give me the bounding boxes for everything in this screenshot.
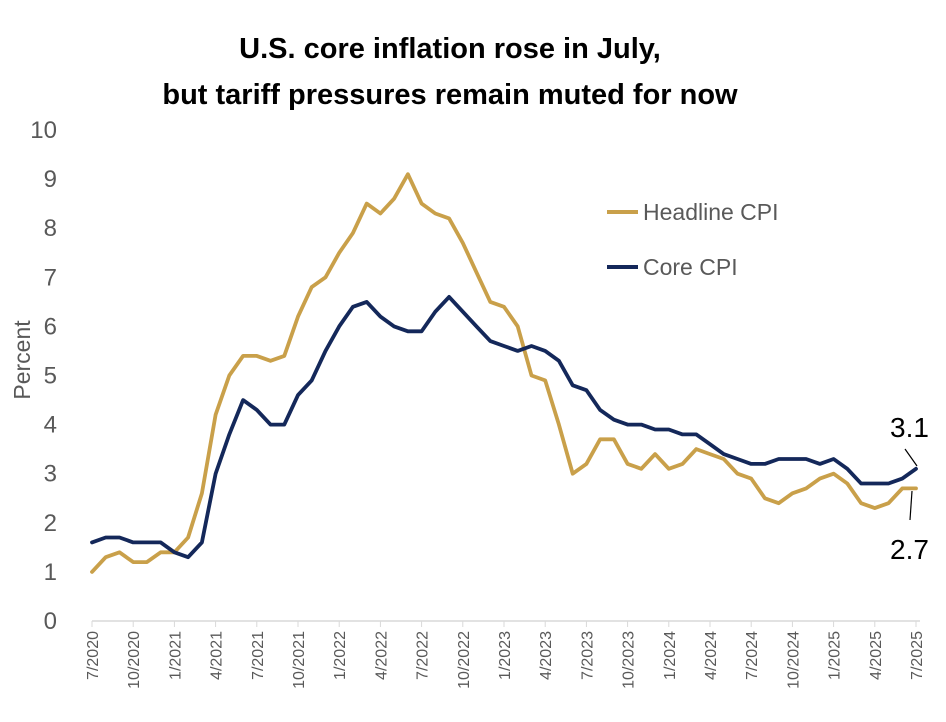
y-tick-label: 6 [44,313,57,340]
x-tick-label: 10/2022 [456,631,473,689]
x-tick-label: 1/2022 [332,631,349,680]
legend-label-core: Core CPI [643,254,738,280]
legend: Headline CPI Core CPI [607,199,779,280]
end-value-annotations: 3.1 2.7 [890,412,929,565]
x-tick-label: 10/2020 [126,631,143,689]
headline-cpi-line [90,172,918,574]
y-tick-label: 1 [44,559,57,586]
x-tick-label: 7/2023 [579,631,596,680]
y-tick-label: 0 [44,608,57,635]
series-lines [90,172,918,574]
y-tick-label: 10 [30,117,57,144]
x-tick-label: 7/2025 [909,631,926,680]
core-cpi-line [90,294,918,560]
y-tick-label: 2 [44,510,57,537]
core-cpi-end-label: 3.1 [890,412,929,443]
x-tick-label: 10/2023 [621,631,638,689]
x-tick-label: 1/2021 [167,631,184,680]
headline-cpi-end-label: 2.7 [890,534,929,565]
x-tick-label: 1/2024 [662,631,679,680]
x-tick-label: 7/2024 [744,631,761,680]
x-tick-label: 4/2023 [538,631,555,680]
y-tick-label: 9 [44,166,57,193]
x-tick-label: 4/2021 [209,631,226,680]
y-axis-ticks: 0 1 2 3 4 5 6 7 8 9 10 [30,117,57,635]
x-tick-label: 1/2023 [497,631,514,680]
x-axis-ticks: 7/2020 10/2020 1/2021 4/2021 7/2021 10/2021 1/… [85,621,926,689]
x-tick-label: 4/2022 [373,631,390,680]
chart-title-line-1: U.S. core inflation rose in July, [239,33,661,65]
y-tick-label: 5 [44,363,57,390]
x-tick-label: 7/2020 [85,631,102,680]
headline-cpi-leader-line [909,490,913,521]
x-tick-label: 1/2025 [827,631,844,680]
x-tick-label: 10/2024 [785,631,802,689]
x-tick-label: 10/2021 [291,631,308,689]
core-cpi-leader-line [904,448,918,467]
y-axis-label: Percent [9,320,35,400]
x-tick-label: 4/2024 [703,631,720,680]
y-tick-label: 8 [44,215,57,242]
y-tick-label: 3 [44,461,57,488]
y-tick-label: 4 [44,412,57,439]
x-tick-label: 7/2022 [415,631,432,680]
x-tick-label: 4/2025 [868,631,885,680]
chart-title-line-2: but tariff pressures remain muted for no… [162,79,738,111]
legend-label-headline: Headline CPI [643,199,779,225]
y-tick-label: 7 [44,264,57,291]
x-tick-label: 7/2021 [250,631,267,680]
